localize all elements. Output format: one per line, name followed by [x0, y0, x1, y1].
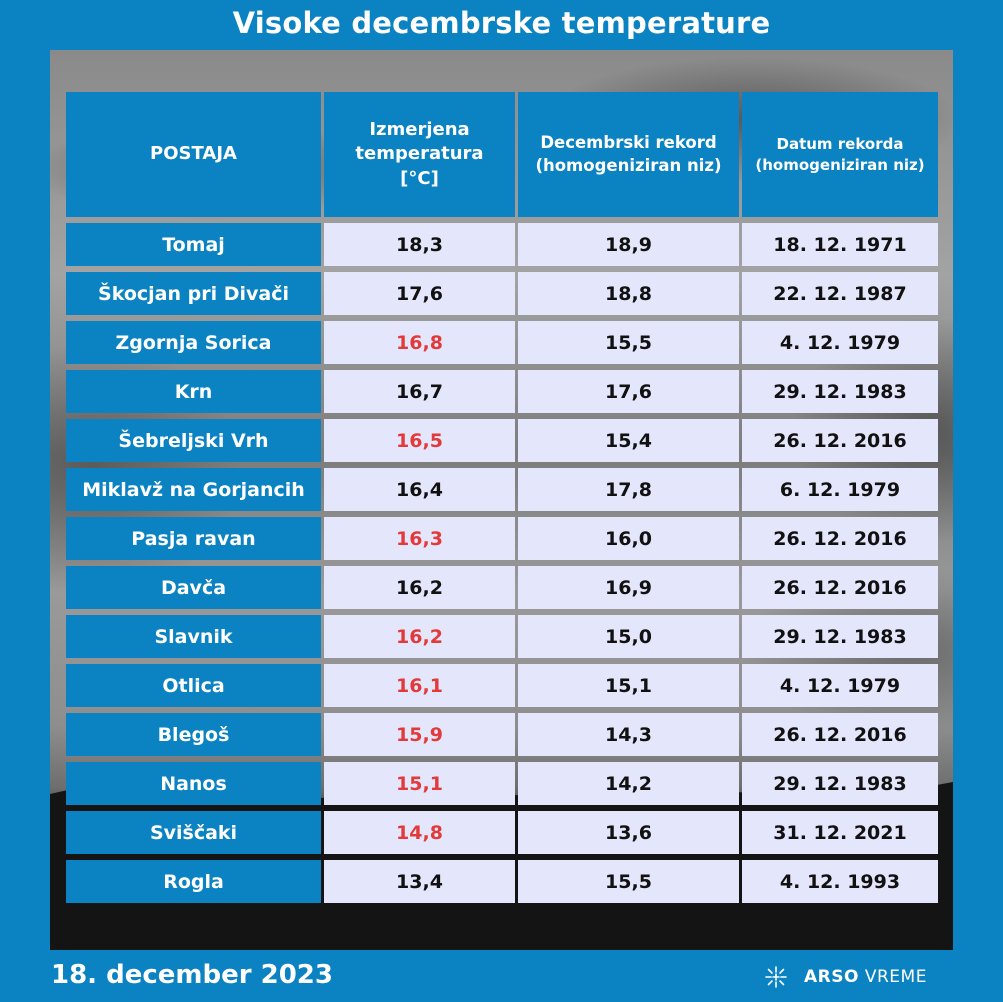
december-record: 15,1	[518, 664, 739, 707]
station-name: Škocjan pri Divači	[66, 272, 321, 315]
station-name: Rogla	[66, 860, 321, 903]
arso-vreme-logo: ARSO VREME	[764, 965, 927, 989]
header-december-record: Decembrski rekord (homogeniziran niz)	[518, 92, 739, 217]
brand-name: ARSO VREME	[804, 967, 927, 987]
record-date: 18. 12. 1971	[742, 223, 938, 266]
december-record: 17,8	[518, 468, 739, 511]
december-record: 15,0	[518, 615, 739, 658]
measured-temperature: 17,6	[324, 272, 515, 315]
measured-temperature: 13,4	[324, 860, 515, 903]
record-date: 22. 12. 1987	[742, 272, 938, 315]
measured-temperature: 16,4	[324, 468, 515, 511]
measured-temperature: 15,9	[324, 713, 515, 756]
december-record: 14,3	[518, 713, 739, 756]
december-record: 17,6	[518, 370, 739, 413]
brand-name-bold: ARSO	[804, 967, 859, 987]
measured-temperature: 16,8	[324, 321, 515, 364]
temperature-table: POSTAJA Izmerjena temperatura [°C] Decem…	[66, 92, 938, 903]
measured-temperature: 14,8	[324, 811, 515, 854]
december-record: 14,2	[518, 762, 739, 805]
record-date: 4. 12. 1979	[742, 664, 938, 707]
header-station: POSTAJA	[66, 92, 321, 217]
measured-temperature: 16,2	[324, 566, 515, 609]
station-name: Krn	[66, 370, 321, 413]
record-date: 4. 12. 1979	[742, 321, 938, 364]
record-date: 4. 12. 1993	[742, 860, 938, 903]
header-measured-temperature: Izmerjena temperatura [°C]	[324, 92, 515, 217]
measured-temperature: 16,7	[324, 370, 515, 413]
station-name: Sviščaki	[66, 811, 321, 854]
station-name: Davča	[66, 566, 321, 609]
december-record: 18,8	[518, 272, 739, 315]
december-record: 18,9	[518, 223, 739, 266]
station-name: Šebreljski Vrh	[66, 419, 321, 462]
station-name: Miklavž na Gorjancih	[66, 468, 321, 511]
measured-temperature: 18,3	[324, 223, 515, 266]
footer-date: 18. december 2023	[51, 960, 333, 990]
record-date: 29. 12. 1983	[742, 370, 938, 413]
measured-temperature: 16,5	[324, 419, 515, 462]
record-date: 29. 12. 1983	[742, 615, 938, 658]
record-date: 29. 12. 1983	[742, 762, 938, 805]
december-record: 13,6	[518, 811, 739, 854]
header-record-date: Datum rekorda (homogeniziran niz)	[742, 92, 938, 217]
record-date: 26. 12. 2016	[742, 517, 938, 560]
december-record: 16,0	[518, 517, 739, 560]
record-date: 31. 12. 2021	[742, 811, 938, 854]
station-name: Blegoš	[66, 713, 321, 756]
measured-temperature: 15,1	[324, 762, 515, 805]
station-name: Tomaj	[66, 223, 321, 266]
station-name: Zgornja Sorica	[66, 321, 321, 364]
sun-rays-icon	[765, 966, 787, 988]
page-title: Visoke decembrske temperature	[232, 6, 771, 40]
record-date: 6. 12. 1979	[742, 468, 938, 511]
december-record: 15,5	[518, 321, 739, 364]
december-record: 15,5	[518, 860, 739, 903]
brand-name-light: VREME	[864, 967, 927, 987]
station-name: Slavnik	[66, 615, 321, 658]
record-date: 26. 12. 2016	[742, 713, 938, 756]
measured-temperature: 16,3	[324, 517, 515, 560]
december-record: 16,9	[518, 566, 739, 609]
measured-temperature: 16,2	[324, 615, 515, 658]
record-date: 26. 12. 2016	[742, 566, 938, 609]
station-name: Otlica	[66, 664, 321, 707]
december-record: 15,4	[518, 419, 739, 462]
record-date: 26. 12. 2016	[742, 419, 938, 462]
station-name: Nanos	[66, 762, 321, 805]
measured-temperature: 16,1	[324, 664, 515, 707]
station-name: Pasja ravan	[66, 517, 321, 560]
